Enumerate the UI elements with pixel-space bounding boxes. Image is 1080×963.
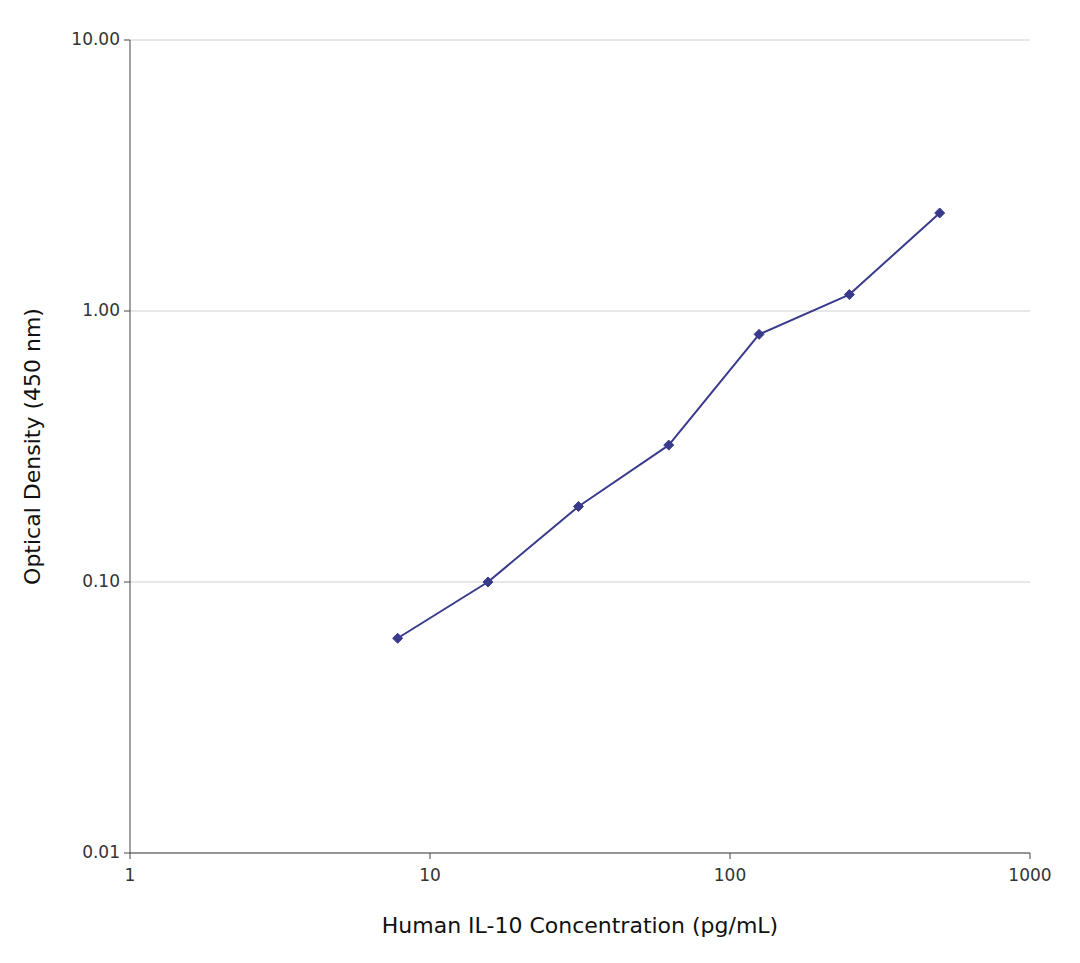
x-tick-label: 100 — [714, 865, 746, 885]
grid — [130, 40, 1030, 853]
y-axis-label: Optical Density (450 nm) — [20, 308, 45, 585]
y-axis-line — [130, 40, 131, 853]
x-axis-line — [130, 853, 1030, 854]
y-tick — [124, 311, 130, 312]
y-tick-label: 0.01 — [82, 842, 120, 862]
data-point — [573, 501, 583, 511]
y-tick — [124, 853, 130, 854]
data-point — [393, 633, 403, 643]
x-tick — [430, 853, 431, 859]
chart-svg: 1 10 100 1000 0.01 0.10 1.00 10.00 Human IL-10 C… — [0, 0, 1080, 963]
grid-line — [130, 853, 1030, 854]
y-tick-label: 0.10 — [82, 571, 120, 591]
y-tick — [124, 582, 130, 583]
x-tick-label: 10 — [419, 865, 441, 885]
data-point — [483, 577, 493, 587]
y-tick — [124, 40, 130, 41]
axes: 1 10 100 1000 0.01 0.10 1.00 10.00 — [71, 29, 1051, 885]
x-tick — [730, 853, 731, 859]
grid-line — [130, 582, 1030, 583]
grid-line — [130, 40, 1030, 41]
data-point — [664, 440, 674, 450]
x-tick — [1030, 853, 1031, 859]
x-axis-label: Human IL-10 Concentration (pg/mL) — [382, 913, 778, 938]
data-point — [935, 208, 945, 218]
data-point — [754, 329, 764, 339]
y-tick-label: 1.00 — [82, 300, 120, 320]
data-line — [398, 213, 940, 638]
chart-container: 1 10 100 1000 0.01 0.10 1.00 10.00 Human IL-10 C… — [0, 0, 1080, 963]
y-tick-label: 10.00 — [71, 29, 120, 49]
plot-data — [393, 208, 945, 643]
data-point — [844, 290, 854, 300]
x-tick-label: 1000 — [1008, 865, 1051, 885]
x-tick-label: 1 — [125, 865, 136, 885]
grid-line — [130, 311, 1030, 312]
x-tick — [130, 853, 131, 859]
